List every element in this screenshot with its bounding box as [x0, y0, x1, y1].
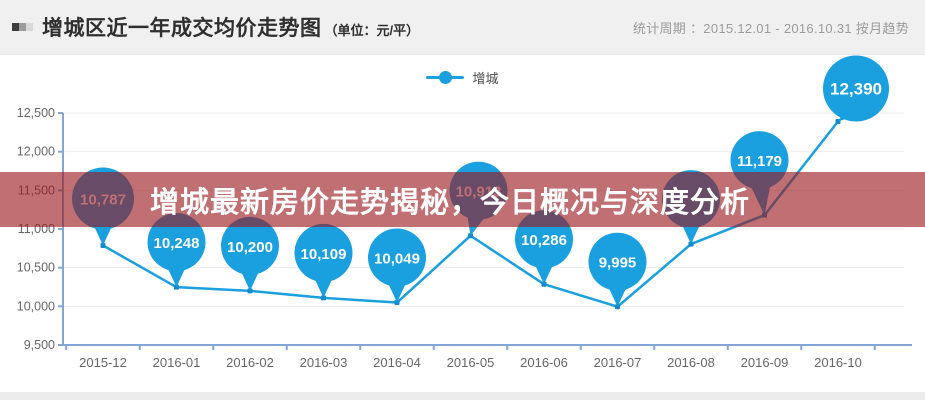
data-point-value: 11,179 — [737, 153, 782, 170]
data-point-marker[interactable] — [588, 232, 647, 291]
data-point-marker[interactable] — [368, 228, 426, 287]
x-axis-label: 2016-08 — [667, 355, 715, 370]
data-point-value: 10,049 — [374, 251, 420, 268]
x-axis-label: 2016-07 — [594, 355, 642, 370]
data-point-value: 10,109 — [301, 246, 347, 263]
y-axis-label: 10,500 — [17, 261, 55, 275]
bottom-strip — [0, 392, 925, 400]
data-point-marker[interactable] — [147, 213, 206, 272]
x-axis-label: 2016-09 — [741, 355, 789, 370]
data-point-value: 10,200 — [227, 239, 273, 256]
x-axis-label: 2015-12 — [79, 355, 127, 370]
chart-area: 9,50010,00010,50011,00011,50012,00012,50… — [0, 55, 925, 392]
y-axis-label: 12,500 — [17, 106, 55, 120]
data-point-value: 10,248 — [154, 235, 200, 252]
legend-line-dot-icon — [426, 71, 465, 84]
data-point-value: 12,390 — [830, 80, 882, 99]
y-axis-label: 10,000 — [17, 299, 55, 313]
header: 增城区近一年成交均价走势图 （单位：元/平） 统计周期 ：2015.12.01 … — [0, 0, 925, 55]
y-axis-label: 12,000 — [17, 145, 55, 159]
y-axis-label: 9,500 — [24, 338, 55, 352]
x-axis-label: 2016-10 — [814, 355, 862, 370]
data-point-value: 10,286 — [521, 232, 567, 249]
x-axis-label: 2016-04 — [373, 355, 421, 370]
page-title: 增城区近一年成交均价走势图 — [42, 17, 322, 40]
data-point-marker[interactable] — [823, 55, 889, 122]
x-axis-label: 2016-05 — [447, 355, 495, 370]
x-axis-label: 2016-02 — [226, 355, 274, 370]
x-axis-label: 2016-01 — [153, 355, 201, 370]
data-point-marker[interactable] — [221, 216, 279, 275]
title-marker-icon — [12, 23, 33, 31]
data-point-value: 9,995 — [599, 255, 637, 272]
stat-period: 统计周期 ：2015.12.01 - 2016.10.31 按月趋势 — [632, 20, 909, 36]
legend-item[interactable]: 增城 — [0, 68, 925, 87]
unit-label: （单位：元/平） — [324, 23, 420, 38]
headline-text: 增城最新房价走势揭秘，今日概况与深度分析 — [150, 186, 751, 219]
x-axis-label: 2016-03 — [300, 355, 348, 370]
data-point-marker[interactable] — [294, 223, 353, 282]
headline-overlay: 增城最新房价走势揭秘，今日概况与深度分析 — [0, 172, 925, 227]
title-wrap: 增城区近一年成交均价走势图 （单位：元/平） — [12, 12, 419, 42]
legend-label: 增城 — [472, 71, 499, 86]
x-axis-label: 2016-06 — [520, 355, 568, 370]
